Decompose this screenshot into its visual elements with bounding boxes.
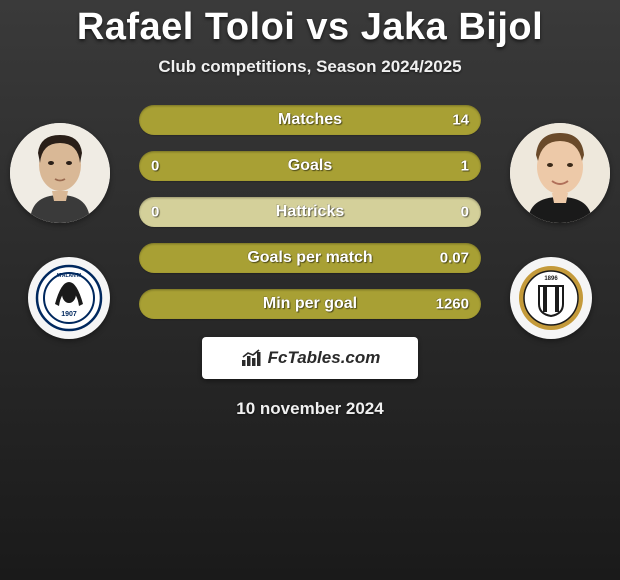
page-subtitle: Club competitions, Season 2024/2025 [0,57,620,77]
player-left-avatar [10,123,110,223]
date-text: 10 november 2024 [0,399,620,419]
branding-text: FcTables.com [268,348,381,368]
stat-label: Goals per match [247,249,372,267]
svg-text:1907: 1907 [61,311,77,318]
comparison-content: 1907 ATALANTA 1896 Matches 14 Goals 0 1 Hattr… [0,105,620,419]
stat-value-left: 0 [151,204,159,221]
stat-bar: Hattricks 0 0 [139,197,481,227]
stat-bar: Goals per match 0.07 [139,243,481,273]
stat-value-right: 0.07 [440,250,469,267]
page-title: Rafael Toloi vs Jaka Bijol [0,0,620,49]
stat-bar: Min per goal 1260 [139,289,481,319]
stat-label: Hattricks [276,203,344,221]
stat-value-left: 0 [151,158,159,175]
stat-value-right: 14 [452,112,469,129]
branding-badge[interactable]: FcTables.com [202,337,418,379]
stat-value-right: 0 [461,204,469,221]
stat-label: Min per goal [263,295,357,313]
club-right-badge: 1896 [510,257,592,339]
player-right-avatar [510,123,610,223]
stat-value-right: 1260 [436,296,469,313]
stat-bar: Matches 14 [139,105,481,135]
chart-icon [240,348,264,368]
stat-value-right: 1 [461,158,469,175]
stat-label: Matches [278,111,342,129]
stat-label: Goals [288,157,332,175]
svg-text:1896: 1896 [544,276,558,282]
stats-bars: Matches 14 Goals 0 1 Hattricks 0 0 Goals per mat… [139,105,481,319]
svg-text:ATALANTA: ATALANTA [56,273,82,279]
stat-bar: Goals 0 1 [139,151,481,181]
club-left-badge: 1907 ATALANTA [28,257,110,339]
